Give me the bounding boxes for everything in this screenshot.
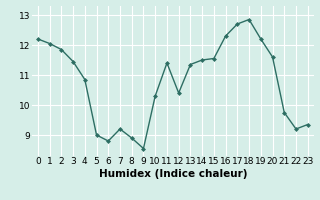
X-axis label: Humidex (Indice chaleur): Humidex (Indice chaleur) (99, 169, 247, 179)
